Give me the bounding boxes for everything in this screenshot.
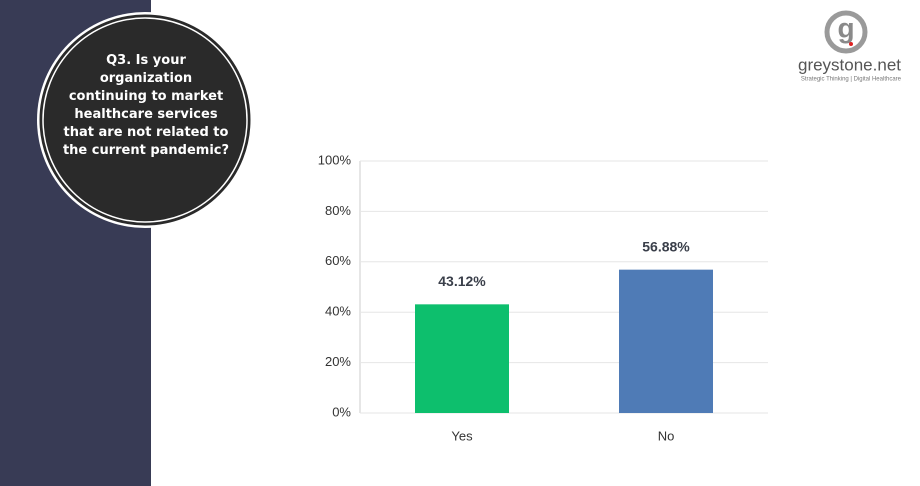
- bar: [619, 269, 713, 413]
- logo-icon: [824, 10, 868, 54]
- x-tick-label: No: [658, 428, 675, 443]
- y-tick-label: 40%: [325, 304, 351, 319]
- y-tick-label: 60%: [325, 253, 351, 268]
- logo-name: greystone.net: [798, 55, 901, 74]
- value-label: 43.12%: [438, 273, 486, 289]
- value-label: 56.88%: [642, 238, 690, 254]
- y-tick-label: 20%: [325, 354, 351, 369]
- circle: [39, 14, 251, 226]
- x-tick-label: Yes: [451, 428, 473, 443]
- y-tick-label: 100%: [318, 152, 352, 167]
- question: Q3. Is your organization continuing to m…: [62, 53, 230, 158]
- logo-mark: g: [837, 12, 854, 43]
- circle-inner-ring: [42, 17, 248, 223]
- y-tick-label: 0%: [332, 404, 351, 419]
- logo-tagline: Strategic Thinking | Digital Healthcare: [801, 77, 902, 83]
- y-tick-label: 80%: [325, 203, 351, 218]
- bar: [415, 304, 509, 413]
- logo-dot: [849, 42, 853, 46]
